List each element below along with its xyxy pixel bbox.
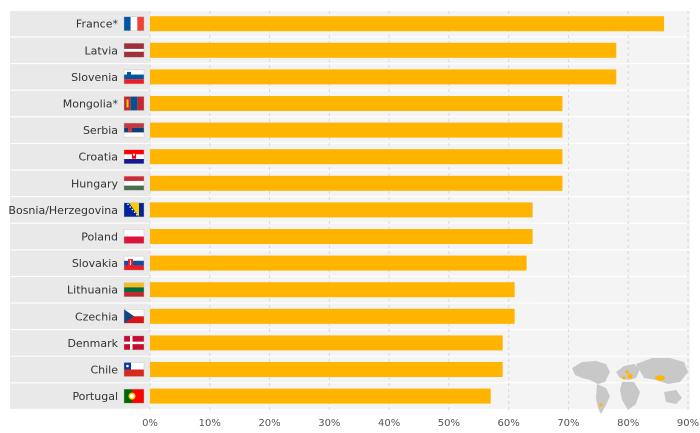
bars: [150, 16, 665, 404]
category-label: Chile: [90, 364, 118, 377]
flag-portugal-icon: [123, 388, 145, 404]
flag-serbia-icon: [123, 122, 145, 138]
category-label: Croatia: [78, 151, 118, 164]
bar: [150, 122, 563, 138]
category-label: Latvia: [85, 44, 119, 57]
category-label: Serbia: [83, 124, 118, 137]
bar: [150, 229, 533, 244]
category-label: Slovenia: [71, 71, 118, 84]
category-label: France*: [76, 18, 119, 31]
x-tick-label: 20%: [258, 418, 280, 429]
bar: [150, 255, 527, 271]
category-label: Denmark: [67, 337, 118, 350]
bar: [150, 202, 533, 218]
bar: [150, 149, 563, 165]
bar: [150, 175, 563, 191]
flag-mongolia-icon: [123, 96, 145, 111]
category-label: Hungary: [71, 177, 118, 190]
flag-lithuania-icon: [123, 282, 145, 297]
bar: [150, 69, 617, 85]
x-tick-label: 80%: [617, 418, 639, 429]
bar: [150, 335, 503, 351]
flag-chile-icon: [123, 362, 145, 377]
flag-bosnia-herzegovina-icon: [123, 202, 145, 218]
flag-czechia-icon: [123, 309, 145, 324]
flag-denmark-icon: [123, 335, 145, 351]
x-tick-label: 30%: [318, 418, 340, 429]
flag-latvia-icon: [123, 43, 145, 58]
category-label: Portugal: [72, 390, 118, 403]
category-label: Czechia: [75, 310, 118, 323]
flag-hungary-icon: [123, 176, 145, 191]
x-tick-label: 70%: [557, 418, 579, 429]
category-label: Mongolia*: [63, 98, 119, 111]
bar: [150, 42, 617, 58]
row-bands: [10, 11, 690, 409]
flags: [123, 16, 145, 404]
bar: [150, 282, 515, 298]
category-label: Bosnia/Herzegovina: [8, 204, 118, 217]
bar: [150, 96, 563, 111]
x-tick-label: 10%: [199, 418, 221, 429]
flag-croatia-icon: [123, 149, 145, 164]
flag-france-icon: [123, 16, 145, 31]
x-tick-label: 40%: [378, 418, 400, 429]
world-map-icon: [572, 358, 688, 414]
bar: [150, 388, 491, 404]
x-tick-label: 0%: [142, 418, 158, 429]
category-label: Slovakia: [72, 257, 118, 270]
flag-poland-icon: [123, 229, 145, 244]
category-labels: France* Latvia Slovenia Mongolia* Serbia Croa…: [8, 18, 118, 403]
bar: [150, 308, 515, 324]
x-tick-label: 50%: [438, 418, 460, 429]
category-label: Lithuania: [67, 284, 118, 297]
x-axis-ticks: 0% 10% 20% 30% 40% 50% 60% 70% 80% 90%: [142, 418, 699, 429]
category-label: Poland: [81, 231, 118, 244]
x-tick-label: 60%: [498, 418, 520, 429]
flag-slovenia-icon: [123, 69, 145, 85]
bar: [150, 362, 503, 377]
flag-slovakia-icon: [123, 255, 145, 271]
x-tick-label: 90%: [677, 418, 699, 429]
bar: [150, 16, 665, 32]
